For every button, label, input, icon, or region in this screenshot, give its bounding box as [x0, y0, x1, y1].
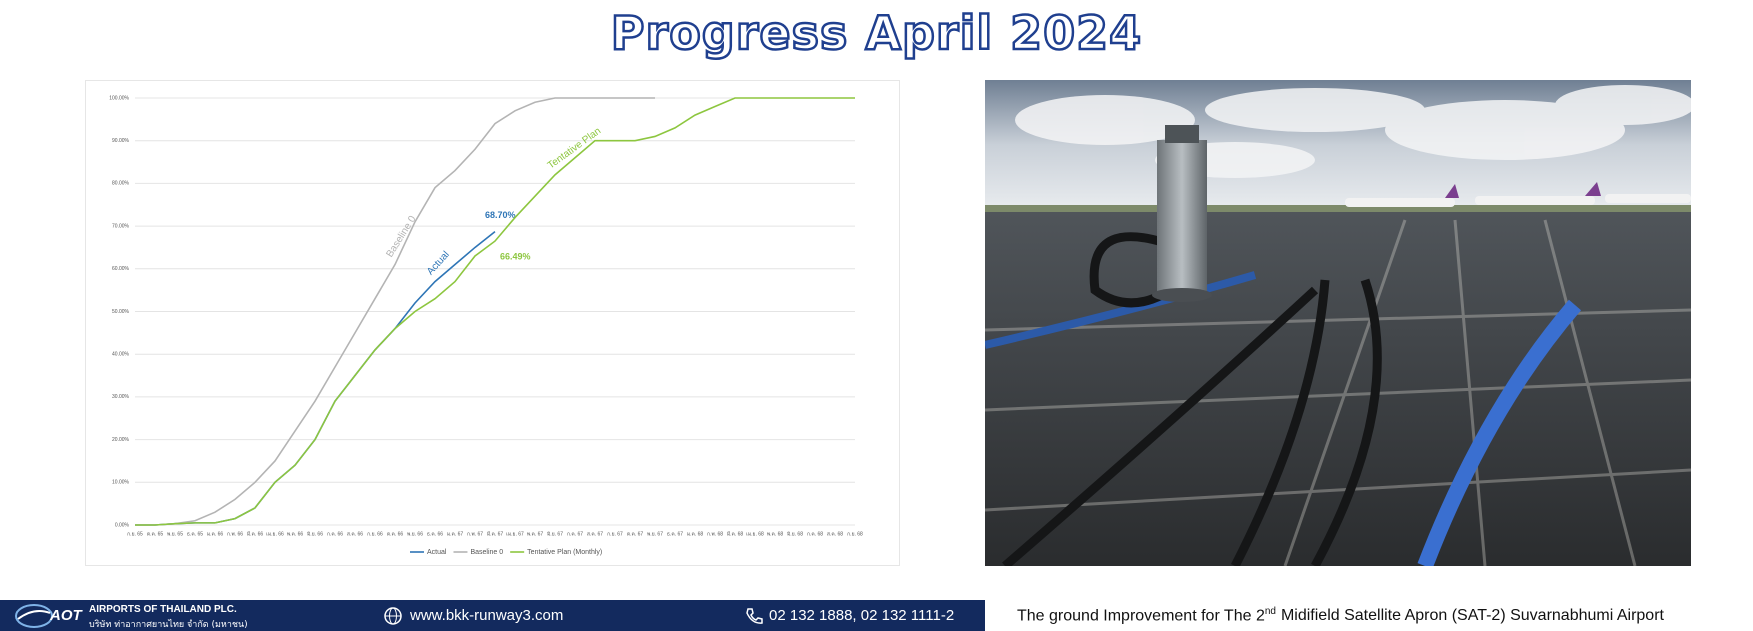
x-tick-label: ก.ย. 66 — [367, 531, 383, 537]
x-tick-label: มิ.ย. 68 — [787, 530, 803, 537]
caption-sup: nd — [1264, 606, 1276, 617]
horizon — [985, 205, 1691, 215]
legend-label: Tentative Plan (Monthly) — [527, 549, 602, 556]
x-tick-label: พ.ย. 67 — [647, 531, 663, 537]
x-tick-label: ม.ค. 66 — [207, 531, 224, 537]
website: www.bkk-runway3.com — [410, 607, 564, 624]
footer-bar: AOT AIRPORTS OF THAILAND PLC. บริษัท ท่า… — [0, 600, 985, 631]
x-tick-label: ก.พ. 66 — [227, 531, 243, 537]
company-name: AIRPORTS OF THAILAND PLC. — [89, 604, 237, 615]
y-tick-label: 90.00% — [112, 138, 130, 144]
x-tick-label: เม.ย. 67 — [506, 531, 524, 537]
x-tick-label: ก.ย. 67 — [607, 531, 623, 537]
pump-head — [1165, 125, 1199, 143]
x-tick-label: มี.ค. 67 — [487, 530, 504, 537]
y-tick-label: 0.00% — [115, 522, 130, 528]
y-tick-label: 80.00% — [112, 181, 130, 187]
series-line — [135, 97, 655, 526]
y-tick-label: 60.00% — [112, 266, 130, 272]
x-tick-label: ก.พ. 68 — [707, 531, 723, 537]
x-tick-label: พ.ย. 66 — [407, 531, 423, 537]
photo-caption: The ground Improvement for The 2nd Midifi… — [1017, 606, 1664, 625]
logo-mark — [15, 604, 53, 628]
y-tick-label: 40.00% — [112, 352, 130, 358]
data-label: 66.49% — [500, 251, 531, 261]
legend-label: Actual — [427, 549, 447, 556]
series-line — [135, 97, 855, 526]
caption-text: Midifield Satellite Apron (SAT-2) Suvarn… — [1280, 607, 1664, 625]
x-tick-label: ก.ค. 66 — [327, 531, 343, 537]
x-tick-label: ต.ค. 66 — [387, 531, 404, 537]
x-tick-label: มิ.ย. 67 — [547, 530, 563, 537]
globe-icon — [384, 607, 402, 625]
black-hoses — [1002, 232, 1382, 566]
phone: 02 132 1888, 02 132 1111-2 — [769, 607, 955, 624]
pump-base — [1152, 288, 1212, 302]
y-tick-label: 10.00% — [112, 480, 130, 486]
x-tick-label: ต.ค. 67 — [627, 531, 644, 537]
site-photo — [985, 80, 1691, 566]
x-tick-label: ธ.ค. 66 — [427, 531, 443, 537]
x-tick-label: พ.ค. 68 — [767, 531, 784, 537]
logo-text: AOT — [50, 607, 82, 624]
x-tick-label: เม.ย. 66 — [266, 531, 284, 537]
x-tick-label: ธ.ค. 67 — [667, 531, 683, 537]
x-tick-label: ม.ค. 68 — [687, 531, 704, 537]
x-tick-label: พ.ย. 65 — [167, 531, 183, 537]
slide-title: Progress April 2024 — [610, 5, 1143, 62]
data-label: 68.70% — [485, 210, 516, 220]
x-tick-label: มี.ค. 68 — [727, 530, 744, 537]
x-tick-label: พ.ค. 66 — [287, 531, 304, 537]
x-tick-label: ม.ค. 67 — [447, 531, 464, 537]
x-tick-label: พ.ค. 67 — [527, 531, 544, 537]
clouds — [1015, 85, 1691, 178]
y-tick-label: 20.00% — [112, 437, 130, 443]
pump-cylinder — [1157, 140, 1207, 295]
phone-icon — [746, 608, 763, 624]
x-tick-label: ธ.ค. 65 — [187, 531, 203, 537]
caption-text: The ground Improvement for The 2 — [1017, 607, 1265, 625]
legend-label: Baseline 0 — [470, 549, 503, 556]
blue-hose — [1417, 299, 1582, 566]
chart-frame — [85, 80, 900, 566]
x-tick-label: ต.ค. 65 — [147, 531, 164, 537]
x-tick-label: เม.ย. 68 — [746, 531, 764, 537]
x-tick-label: ส.ค. 66 — [347, 531, 363, 537]
y-tick-label: 100.00% — [109, 95, 129, 101]
x-tick-label: ส.ค. 68 — [827, 531, 843, 537]
x-tick-label: มี.ค. 66 — [247, 530, 264, 537]
x-tick-label: ก.ย. 65 — [127, 531, 143, 537]
x-tick-label: ส.ค. 67 — [587, 531, 603, 537]
y-tick-label: 70.00% — [112, 223, 130, 229]
chart: 0.00% 10.00% 20.00% 30.00% 40.00% 50.00% 60.00… — [85, 80, 900, 566]
x-tick-label: ก.ค. 67 — [567, 531, 583, 537]
blue-hose — [985, 271, 1257, 349]
x-tick-label: ก.ย. 68 — [847, 531, 863, 537]
y-tick-label: 30.00% — [112, 394, 130, 400]
x-tick-label: ก.พ. 67 — [467, 531, 483, 537]
x-tick-label: ก.ค. 68 — [807, 531, 823, 537]
aircraft — [1345, 182, 1691, 207]
y-tick-label: 50.00% — [112, 309, 130, 315]
company-thai: บริษัท ท่าอากาศยานไทย จำกัด (มหาชน) — [89, 620, 248, 630]
ground — [985, 212, 1691, 566]
x-tick-label: มิ.ย. 66 — [307, 530, 323, 537]
